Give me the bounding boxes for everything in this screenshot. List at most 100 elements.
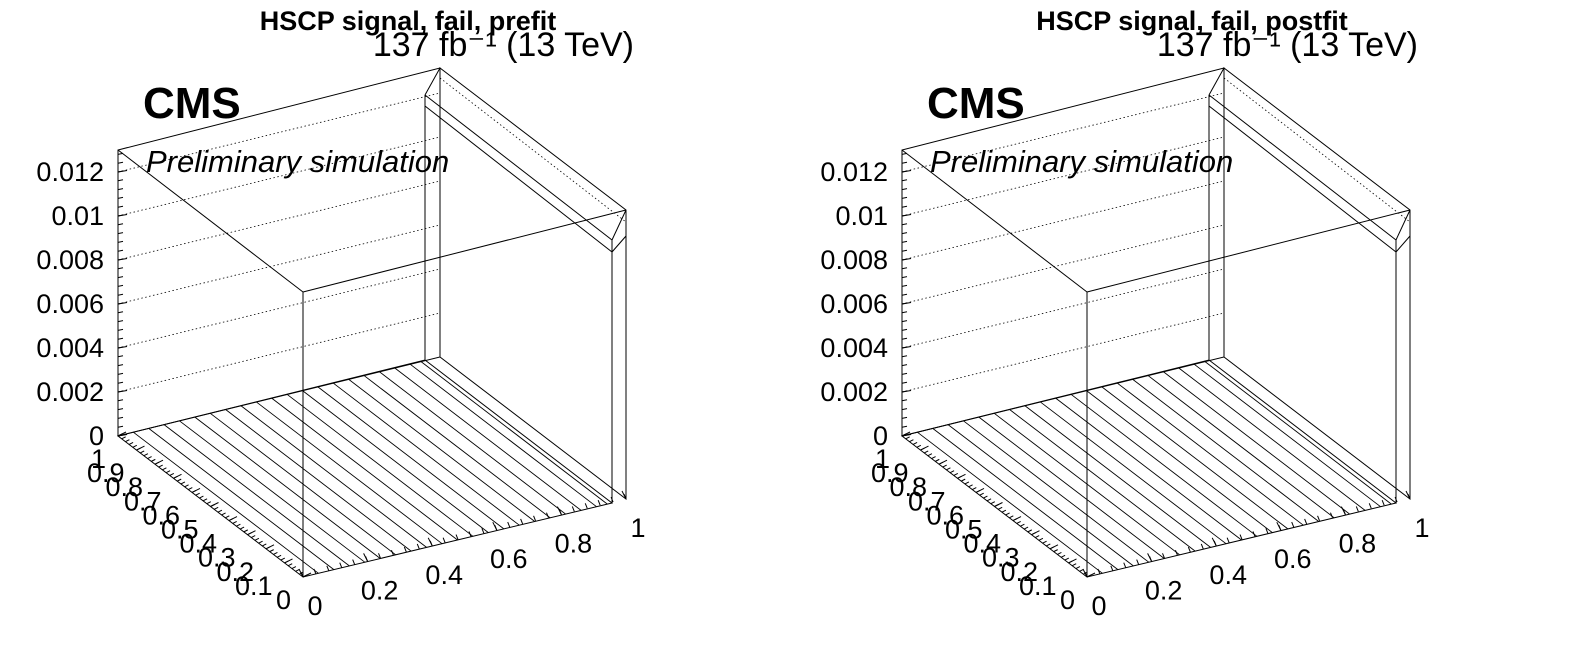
inner-top-corner (611, 235, 627, 253)
y-minor-tick (1068, 560, 1073, 564)
z-tick-label: 0.012 (36, 157, 104, 187)
y-minor-tick (1012, 518, 1018, 522)
x-minor-tick (416, 543, 420, 550)
x-minor-tick (558, 509, 562, 515)
x-minor-tick (339, 562, 343, 568)
y-minor-tick (250, 535, 256, 538)
x-minor-tick (1252, 531, 1256, 537)
y-minor-tick (199, 495, 204, 499)
top-left-edge (117, 149, 304, 293)
y-minor-tick (1001, 509, 1007, 513)
y-minor-tick (983, 495, 988, 499)
y-minor-tick (1009, 515, 1014, 519)
y-minor-tick (920, 447, 925, 451)
x-tick-label: 0.2 (361, 575, 399, 605)
y-tick-label: 0.5 (945, 515, 983, 545)
y-minor-tick (935, 458, 940, 462)
y-minor-tick (165, 470, 171, 474)
y-minor-tick (975, 489, 981, 493)
x-tick-label: 0.8 (1339, 529, 1377, 559)
y-minor-tick (236, 523, 241, 527)
x-minor-tick (481, 528, 485, 534)
y-minor-tick (1020, 523, 1025, 527)
y-minor-tick (173, 475, 178, 479)
y-tick-label: 0 (1060, 585, 1075, 615)
x-minor-tick (1226, 537, 1230, 543)
y-tick-label: 0.9 (871, 458, 909, 488)
z-minor-tick (901, 284, 908, 287)
bin-hatch-line (1116, 382, 1304, 526)
y-minor-tick (291, 566, 297, 569)
bin-hatch-line (1204, 360, 1392, 505)
y-minor-tick (938, 461, 944, 465)
z-tick-label: 0 (873, 421, 888, 451)
bin-hatch-line (1101, 386, 1289, 530)
z-minor-tick (117, 355, 124, 358)
y-minor-tick (923, 450, 929, 454)
y-minor-tick (953, 473, 959, 476)
x-minor-tick (1317, 515, 1321, 522)
x-minor-tick (1407, 493, 1411, 500)
y-minor-tick (195, 492, 200, 496)
y-minor-tick (1023, 526, 1029, 530)
y-minor-tick (1046, 543, 1051, 547)
y-minor-tick (206, 501, 212, 505)
y-tick-label: 0.4 (179, 529, 217, 559)
y-minor-tick (994, 504, 999, 507)
inner-top-link (1395, 209, 1411, 241)
cms-label: CMS (927, 79, 1025, 128)
y-minor-tick (243, 529, 249, 533)
bin-hatch-line (409, 363, 597, 508)
y-minor-tick (1079, 568, 1084, 572)
z-gridline (901, 136, 1225, 217)
z-minor-tick (117, 381, 124, 384)
z-minor-tick (117, 337, 124, 340)
z-gridline (117, 92, 441, 173)
z-minor-tick (901, 267, 908, 270)
z-minor-tick (117, 408, 124, 411)
y-minor-tick (162, 467, 167, 471)
y-tick-label: 0.3 (198, 543, 236, 573)
y-minor-tick (1038, 537, 1044, 541)
bin-hatch-line (286, 393, 474, 537)
z-minor-tick (901, 302, 908, 305)
x-minor-tick (1213, 540, 1217, 546)
y-minor-tick (990, 501, 996, 505)
y-tick-label: 0.5 (161, 515, 199, 545)
z-tick-label: 0.004 (36, 333, 104, 363)
z-minor-tick (901, 258, 908, 261)
y-minor-tick (901, 433, 907, 437)
z-minor-tick (901, 240, 908, 243)
z-minor-tick (901, 232, 908, 235)
bin-hatch-line (1039, 401, 1227, 545)
y-minor-tick (912, 442, 918, 445)
x-minor-tick (352, 559, 356, 565)
y-minor-tick (1057, 551, 1062, 555)
top-right-edge (302, 209, 627, 293)
x-minor-tick (571, 506, 575, 512)
y-minor-tick (225, 515, 230, 519)
back-right-wall (439, 66, 627, 501)
y-minor-tick (276, 554, 282, 558)
x-minor-tick (494, 525, 498, 531)
y-minor-tick (1071, 563, 1077, 567)
y-minor-tick (1053, 549, 1058, 553)
bin-hatch-line (1024, 405, 1211, 548)
x-minor-tick (442, 537, 446, 543)
inner-top-dotted (439, 77, 627, 223)
y-tick-label: 0.8 (889, 472, 927, 502)
x-tick-label: 0.6 (1274, 544, 1312, 574)
y-minor-tick (1005, 512, 1010, 516)
x-minor-tick (1200, 543, 1204, 550)
y-minor-tick (221, 512, 226, 516)
y-tick-label: 0.4 (963, 529, 1001, 559)
y-minor-tick (139, 450, 145, 454)
y-minor-tick (217, 509, 223, 513)
bin-hatch-line (1147, 374, 1335, 519)
y-minor-tick (117, 433, 123, 437)
lumi-label: 137 fb⁻¹ (13 TeV) (373, 26, 634, 64)
z-minor-tick (117, 258, 124, 261)
y-minor-tick (927, 453, 933, 457)
y-tick-label: 0.1 (235, 571, 273, 601)
bin-hatch-line (179, 420, 366, 563)
